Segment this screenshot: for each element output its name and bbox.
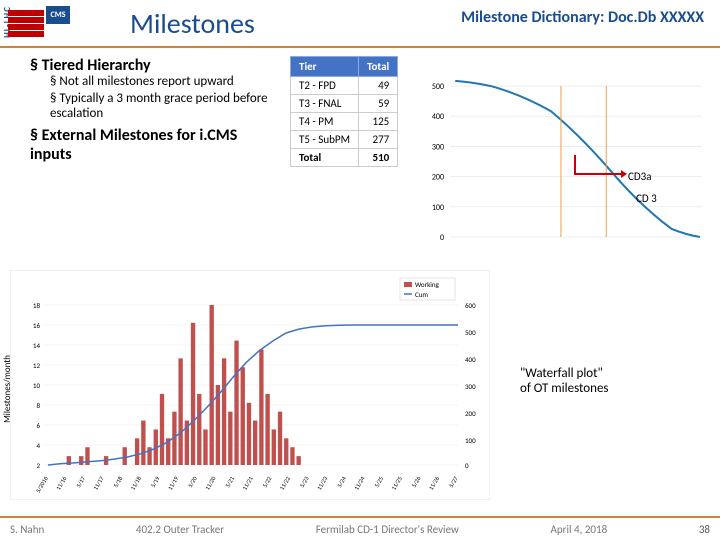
table-cell: T3 - FNAL xyxy=(291,95,359,113)
table-cell: Total xyxy=(291,149,359,167)
svg-text:0: 0 xyxy=(440,233,444,243)
table-cell: 59 xyxy=(358,95,397,113)
slide-header: CMS Milestones Milestone Dictionary: Doc… xyxy=(0,0,720,48)
waterfall-caption: "Waterfall plot" of OT milestones xyxy=(520,366,609,396)
cms-logo: CMS xyxy=(46,6,70,24)
footer-date: April 4, 2018 xyxy=(551,523,608,536)
th-total: Total xyxy=(358,57,397,77)
slide-footer: S. Nahn 402.2 Outer Tracker Fermilab CD-… xyxy=(0,516,720,540)
svg-text:6: 6 xyxy=(36,421,40,430)
table-cell: T5 - SubPM xyxy=(291,131,359,149)
waterfall-chart: 500 400 300 200 100 0 xyxy=(430,54,712,269)
svg-text:12: 12 xyxy=(33,361,41,370)
svg-text:2: 2 xyxy=(36,461,40,470)
svg-text:10: 10 xyxy=(33,381,41,390)
svg-text:18: 18 xyxy=(33,301,41,310)
cd3a-arrow-v xyxy=(574,155,576,175)
dictionary-ref: Milestone Dictionary: Doc.Db XXXXX xyxy=(461,8,704,27)
sub-bullet-2: Typically a 3 month grace period before … xyxy=(50,92,280,122)
th-tier: Tier xyxy=(291,57,359,77)
logo-stripes xyxy=(8,10,44,37)
bullet-list: Tiered Hierarchy Not all milestones repo… xyxy=(30,56,280,168)
svg-text:500: 500 xyxy=(465,328,476,337)
svg-text:16: 16 xyxy=(33,321,41,330)
svg-text:0: 0 xyxy=(465,461,469,470)
svg-text:4: 4 xyxy=(36,441,40,450)
svg-text:Working: Working xyxy=(415,280,440,289)
slide-title: Milestones xyxy=(130,6,255,41)
footer-wbs: 402.2 Outer Tracker xyxy=(136,523,224,536)
sub-bullet-1: Not all milestones report upward xyxy=(50,75,280,90)
table-cell: T2 - FPD xyxy=(291,77,359,95)
table-cell: 125 xyxy=(358,113,397,131)
table-cell: 277 xyxy=(358,131,397,149)
svg-text:300: 300 xyxy=(432,142,444,152)
svg-text:100: 100 xyxy=(465,436,476,445)
cd3a-label: CD3a xyxy=(628,170,651,183)
svg-text:200: 200 xyxy=(465,409,476,418)
bullet-tiered: Tiered Hierarchy Not all milestones repo… xyxy=(30,56,280,122)
svg-text:100: 100 xyxy=(432,203,444,213)
milestones-bar-chart: 18 16 14 12 10 8 6 4 2 600 500 400 300 2… xyxy=(10,270,490,500)
svg-text:400: 400 xyxy=(432,112,444,122)
footer-page: 38 xyxy=(699,523,710,536)
cd3a-arrow xyxy=(574,173,626,175)
svg-text:8: 8 xyxy=(36,401,40,410)
cd3-label: CD 3 xyxy=(636,192,657,205)
footer-author: S. Nahn xyxy=(10,523,44,536)
svg-text:500: 500 xyxy=(432,82,444,92)
tier-table: TierTotal T2 - FPD49 T3 - FNAL59 T4 - PM… xyxy=(290,56,398,167)
svg-text:300: 300 xyxy=(465,382,476,391)
svg-text:600: 600 xyxy=(465,301,476,310)
table-cell: 510 xyxy=(358,149,397,167)
svg-text:Cum: Cum xyxy=(415,290,428,299)
svg-text:14: 14 xyxy=(33,341,41,350)
footer-review: Fermilab CD-1 Director's Review xyxy=(316,523,459,536)
table-cell: 49 xyxy=(358,77,397,95)
svg-text:400: 400 xyxy=(465,355,476,364)
bullet-external: External Milestones for i.CMS inputs xyxy=(30,126,280,164)
table-cell: T4 - PM xyxy=(291,113,359,131)
svg-text:200: 200 xyxy=(432,173,444,183)
